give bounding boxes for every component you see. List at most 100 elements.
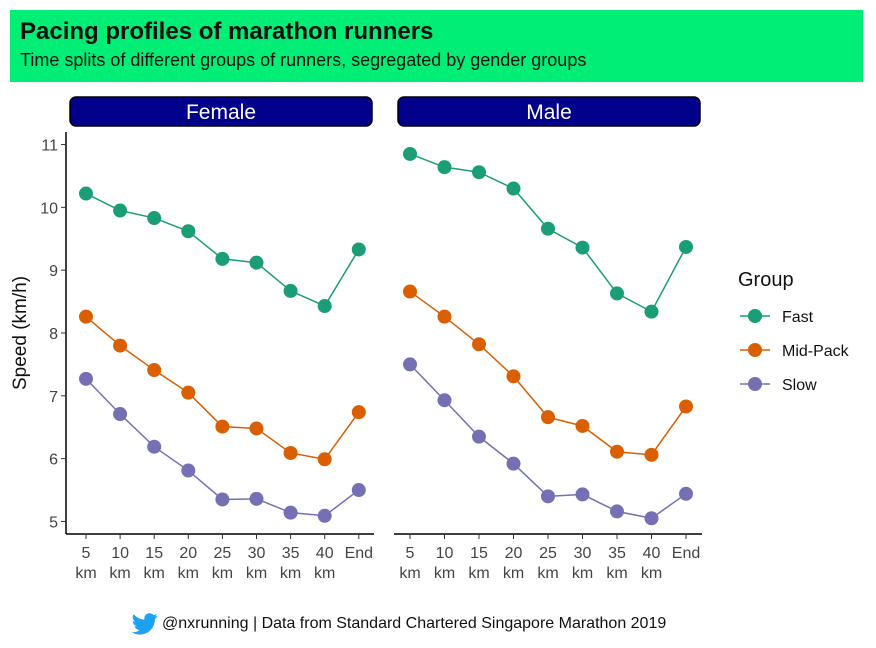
legend-label: Fast bbox=[782, 309, 814, 326]
data-point-female-fast bbox=[147, 211, 162, 226]
data-point-male-slow bbox=[403, 357, 417, 372]
data-point-male-fast bbox=[506, 181, 521, 196]
data-point-female-slow bbox=[317, 508, 332, 523]
data-point-female-slow bbox=[181, 463, 196, 478]
data-point-male-mid-pack bbox=[610, 444, 624, 459]
panel-strip-female bbox=[69, 96, 373, 127]
x-tick-label: 5 bbox=[82, 545, 91, 562]
x-tick-label: 5 bbox=[406, 545, 415, 562]
legend-title: Group bbox=[738, 269, 794, 291]
data-point-male-fast bbox=[472, 165, 486, 180]
y-tick-label: 6 bbox=[49, 452, 58, 469]
x-tick-label: End bbox=[672, 545, 700, 562]
data-point-male-mid-pack bbox=[644, 447, 659, 462]
y-axis-title: Speed (km/h) bbox=[10, 276, 31, 390]
panel-label-female: Female bbox=[186, 101, 256, 124]
data-point-male-slow bbox=[541, 489, 555, 504]
data-point-female-fast bbox=[215, 251, 230, 266]
data-point-female-slow bbox=[215, 492, 230, 507]
x-tick-label: 20 bbox=[505, 545, 523, 562]
x-tick-label: 40 bbox=[316, 545, 334, 562]
data-point-male-slow bbox=[610, 504, 624, 519]
data-point-male-slow bbox=[437, 393, 452, 408]
x-tick-label: km bbox=[399, 565, 420, 582]
x-tick-label: km bbox=[212, 565, 233, 582]
data-point-female-slow bbox=[351, 483, 366, 498]
panel-strip-male bbox=[397, 96, 701, 127]
data-point-female-fast bbox=[249, 255, 264, 270]
x-tick-label: 30 bbox=[248, 545, 266, 562]
x-tick-label: 15 bbox=[145, 545, 163, 562]
data-point-female-slow bbox=[147, 439, 162, 454]
data-point-female-fast bbox=[351, 242, 366, 257]
x-tick-label: 25 bbox=[214, 545, 232, 562]
data-point-female-mid-pack bbox=[283, 445, 298, 460]
legend-marker bbox=[748, 309, 762, 323]
data-point-female-fast bbox=[113, 203, 128, 218]
y-tick-label: 9 bbox=[49, 263, 58, 280]
twitter-bird-icon bbox=[132, 613, 158, 635]
x-tick-label: km bbox=[280, 565, 301, 582]
footer-text: @nxrunning | Data from Standard Chartere… bbox=[162, 615, 667, 632]
data-point-male-mid-pack bbox=[472, 337, 486, 352]
data-point-female-fast bbox=[181, 224, 196, 239]
x-tick-label: 25 bbox=[539, 545, 557, 562]
x-tick-label: km bbox=[641, 565, 662, 582]
data-point-male-mid-pack bbox=[679, 399, 693, 414]
data-point-female-fast bbox=[283, 283, 298, 298]
y-tick-label: 11 bbox=[41, 138, 58, 155]
data-point-male-mid-pack bbox=[403, 284, 417, 299]
data-point-female-slow bbox=[79, 371, 93, 386]
data-point-female-mid-pack bbox=[79, 309, 93, 324]
data-point-male-fast bbox=[541, 221, 555, 236]
panel-label-male: Male bbox=[526, 101, 572, 124]
x-tick-label: km bbox=[572, 565, 593, 582]
data-point-male-mid-pack bbox=[506, 369, 521, 384]
x-tick-label: km bbox=[606, 565, 627, 582]
data-point-female-fast bbox=[79, 186, 93, 201]
x-tick-label: km bbox=[144, 565, 165, 582]
legend-label: Mid-Pack bbox=[782, 343, 850, 360]
x-tick-label: 35 bbox=[608, 545, 626, 562]
data-point-female-mid-pack bbox=[249, 421, 264, 436]
chart-title: Pacing profiles of marathon runners bbox=[20, 18, 434, 45]
x-tick-label: km bbox=[468, 565, 489, 582]
data-point-male-fast bbox=[575, 240, 590, 255]
x-tick-label: km bbox=[314, 565, 335, 582]
x-tick-label: km bbox=[537, 565, 558, 582]
legend-label: Slow bbox=[782, 377, 817, 394]
data-point-female-mid-pack bbox=[215, 419, 230, 434]
data-point-male-slow bbox=[679, 486, 693, 501]
x-tick-label: 15 bbox=[470, 545, 488, 562]
legend-marker bbox=[748, 377, 762, 391]
data-point-male-slow bbox=[506, 456, 521, 471]
x-tick-label: 40 bbox=[643, 545, 661, 562]
x-tick-label: km bbox=[434, 565, 455, 582]
x-tick-label: km bbox=[246, 565, 267, 582]
data-point-female-mid-pack bbox=[147, 363, 162, 378]
x-tick-label: km bbox=[178, 565, 199, 582]
chart-subtitle: Time splits of different groups of runne… bbox=[20, 50, 587, 70]
y-tick-label: 7 bbox=[49, 389, 58, 406]
data-point-male-mid-pack bbox=[575, 418, 590, 433]
data-point-male-slow bbox=[644, 511, 659, 526]
x-tick-label: km bbox=[75, 565, 96, 582]
footer-credit: @nxrunning | Data from Standard Chartere… bbox=[132, 610, 666, 638]
data-point-male-mid-pack bbox=[541, 410, 555, 425]
series-line-female-mid-pack bbox=[85, 316, 360, 461]
data-point-female-slow bbox=[249, 491, 264, 506]
data-point-male-fast bbox=[403, 146, 417, 161]
data-point-male-slow bbox=[575, 487, 590, 502]
x-tick-label: km bbox=[503, 565, 524, 582]
y-tick-label: 10 bbox=[40, 200, 58, 217]
data-point-female-mid-pack bbox=[181, 385, 196, 400]
x-tick-label: 10 bbox=[111, 545, 129, 562]
data-point-female-mid-pack bbox=[317, 452, 332, 467]
data-point-female-mid-pack bbox=[351, 405, 366, 420]
x-tick-label: 10 bbox=[436, 545, 454, 562]
x-tick-label: 30 bbox=[574, 545, 592, 562]
data-point-female-fast bbox=[317, 298, 332, 313]
x-tick-label: End bbox=[345, 545, 373, 562]
data-point-male-slow bbox=[472, 429, 486, 444]
